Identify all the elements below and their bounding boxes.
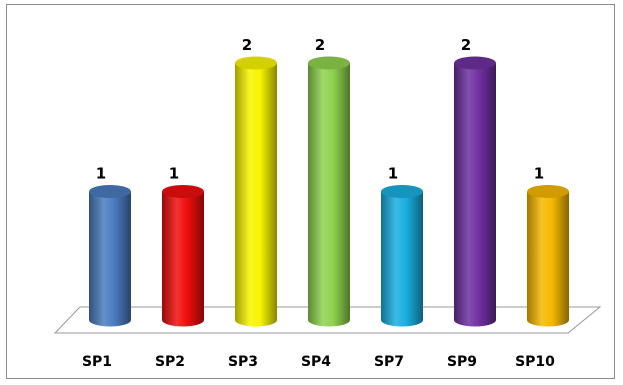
x-tick-label: SP7 [374, 354, 404, 370]
data-label: 1 [388, 165, 398, 183]
x-tick-label: SP10 [515, 354, 555, 370]
bar-body [454, 63, 496, 327]
bar-body [381, 191, 423, 327]
data-label: 1 [169, 165, 179, 183]
x-tick-labels-layer: SP1 SP2 SP3 SP4 SP7 SP9 SP10 [82, 354, 555, 370]
bar-sp10 [527, 185, 569, 327]
bars-layer [89, 56, 569, 327]
bar-sp3 [235, 56, 277, 327]
bar-sp9 [454, 56, 496, 327]
data-label: 2 [242, 36, 252, 54]
data-label: 2 [315, 36, 325, 54]
data-label: 1 [96, 165, 106, 183]
bar-top [381, 185, 423, 198]
bar-top [162, 185, 204, 198]
x-tick-label: SP3 [228, 354, 258, 370]
bar-sp7 [381, 185, 423, 327]
data-label: 2 [461, 36, 471, 54]
bar-body [89, 191, 131, 327]
bar-body [527, 191, 569, 327]
data-labels-layer: 1 1 2 2 1 2 1 [96, 36, 544, 183]
bar-top [308, 56, 350, 70]
bar-sp4 [308, 56, 350, 327]
bar-top [527, 185, 569, 198]
bar-top [235, 56, 277, 70]
bar-body [162, 191, 204, 327]
bar-sp1 [89, 185, 131, 327]
x-tick-label: SP1 [82, 354, 112, 370]
bar-body [308, 63, 350, 327]
bar-top [89, 185, 131, 198]
x-tick-label: SP4 [301, 354, 331, 370]
data-label: 1 [534, 165, 544, 183]
x-tick-label: SP2 [155, 354, 185, 370]
x-tick-label: SP9 [447, 354, 477, 370]
bar-body [235, 63, 277, 327]
bar-top [454, 56, 496, 70]
bar-sp2 [162, 185, 204, 327]
